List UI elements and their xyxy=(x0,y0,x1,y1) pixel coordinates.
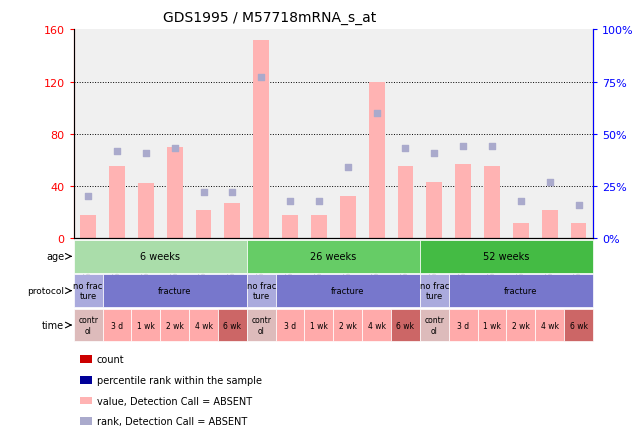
Bar xyxy=(167,148,183,239)
Point xyxy=(169,146,179,153)
Text: no frac
ture: no frac ture xyxy=(74,281,103,301)
Bar xyxy=(397,167,413,239)
Text: 3 d: 3 d xyxy=(457,321,469,330)
Bar xyxy=(426,183,442,239)
Text: GDS1995 / M57718mRNA_s_at: GDS1995 / M57718mRNA_s_at xyxy=(163,11,376,25)
Point xyxy=(314,198,324,205)
Bar xyxy=(513,223,529,239)
Point xyxy=(429,150,440,157)
Point xyxy=(400,146,410,153)
Text: 6 wk: 6 wk xyxy=(396,321,415,330)
Text: 2 wk: 2 wk xyxy=(166,321,183,330)
Text: time: time xyxy=(42,320,64,330)
Text: 1 wk: 1 wk xyxy=(137,321,154,330)
Text: 6 wk: 6 wk xyxy=(223,321,242,330)
Text: 2 wk: 2 wk xyxy=(512,321,529,330)
Point xyxy=(199,189,209,196)
Text: 3 d: 3 d xyxy=(111,321,123,330)
Bar xyxy=(542,210,558,239)
Bar xyxy=(282,215,298,239)
Bar xyxy=(138,184,154,239)
Point xyxy=(140,150,151,157)
Text: count: count xyxy=(97,354,124,364)
Text: fracture: fracture xyxy=(331,286,365,296)
Bar xyxy=(224,204,240,239)
Text: contr
ol: contr ol xyxy=(251,316,271,335)
Point xyxy=(228,189,238,196)
Bar xyxy=(340,197,356,239)
Bar xyxy=(109,167,125,239)
Point xyxy=(112,148,122,155)
Point xyxy=(83,194,94,201)
Text: fracture: fracture xyxy=(504,286,538,296)
Text: 6 weeks: 6 weeks xyxy=(140,252,180,262)
Bar xyxy=(455,164,471,239)
Text: contr
ol: contr ol xyxy=(78,316,98,335)
Bar xyxy=(570,223,587,239)
Text: percentile rank within the sample: percentile rank within the sample xyxy=(97,375,262,385)
Text: 6 wk: 6 wk xyxy=(569,321,588,330)
Bar xyxy=(253,41,269,239)
Bar xyxy=(196,210,212,239)
Text: 4 wk: 4 wk xyxy=(194,321,213,330)
Text: fracture: fracture xyxy=(158,286,192,296)
Point xyxy=(574,202,584,209)
Text: 4 wk: 4 wk xyxy=(367,321,386,330)
Text: value, Detection Call = ABSENT: value, Detection Call = ABSENT xyxy=(97,396,252,405)
Bar xyxy=(311,215,327,239)
Text: 2 wk: 2 wk xyxy=(339,321,356,330)
Point xyxy=(372,110,382,117)
Text: 4 wk: 4 wk xyxy=(540,321,559,330)
Text: no frac
ture: no frac ture xyxy=(247,281,276,301)
Text: 26 weeks: 26 weeks xyxy=(310,252,356,262)
Text: contr
ol: contr ol xyxy=(424,316,444,335)
Point xyxy=(487,144,497,151)
Point xyxy=(342,164,353,171)
Text: 52 weeks: 52 weeks xyxy=(483,252,529,262)
Text: 1 wk: 1 wk xyxy=(483,321,501,330)
Point xyxy=(256,75,267,82)
Text: protocol: protocol xyxy=(27,286,64,296)
Bar xyxy=(369,82,385,239)
Bar xyxy=(80,215,96,239)
Text: 3 d: 3 d xyxy=(284,321,296,330)
Bar xyxy=(484,167,500,239)
Point xyxy=(515,198,526,205)
Text: rank, Detection Call = ABSENT: rank, Detection Call = ABSENT xyxy=(97,417,247,426)
Point xyxy=(458,144,468,151)
Text: age: age xyxy=(46,252,64,262)
Text: no frac
ture: no frac ture xyxy=(420,281,449,301)
Point xyxy=(285,198,295,205)
Text: 1 wk: 1 wk xyxy=(310,321,328,330)
Point xyxy=(545,179,555,186)
